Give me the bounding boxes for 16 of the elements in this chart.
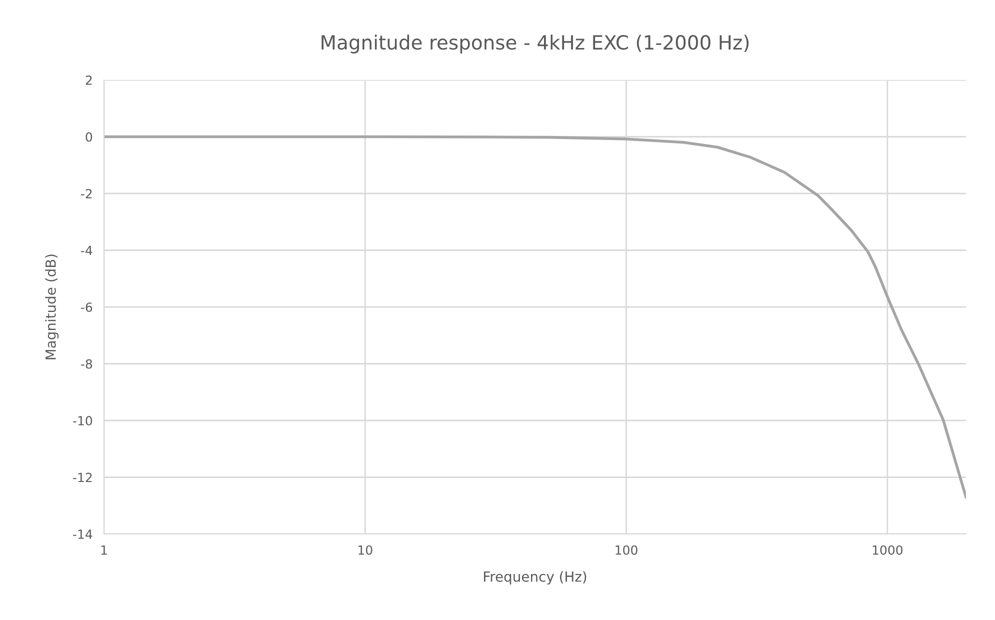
y-axis-title: Magnitude (dB) xyxy=(45,254,59,360)
y-tick-label: -6 xyxy=(81,302,92,312)
x-tick-label: 1000 xyxy=(872,545,902,555)
x-tick-label: 1 xyxy=(101,545,107,555)
x-tick-label: 10 xyxy=(358,545,372,555)
y-tick-label: -2 xyxy=(81,188,92,198)
x-axis-title: Frequency (Hz) xyxy=(484,571,586,585)
y-tick-label: 0 xyxy=(86,132,92,142)
y-tick-label: 2 xyxy=(86,75,92,85)
y-tick-label: -10 xyxy=(73,416,92,426)
y-tick-label: -12 xyxy=(73,472,92,482)
y-tick-label: -8 xyxy=(81,359,92,369)
x-tick-label: 100 xyxy=(616,545,638,555)
chart-title: Magnitude response - 4kHz EXC (1-2000 Hz) xyxy=(322,34,749,54)
y-tick-label: -4 xyxy=(81,246,92,255)
y-tick-label: -14 xyxy=(73,530,92,539)
